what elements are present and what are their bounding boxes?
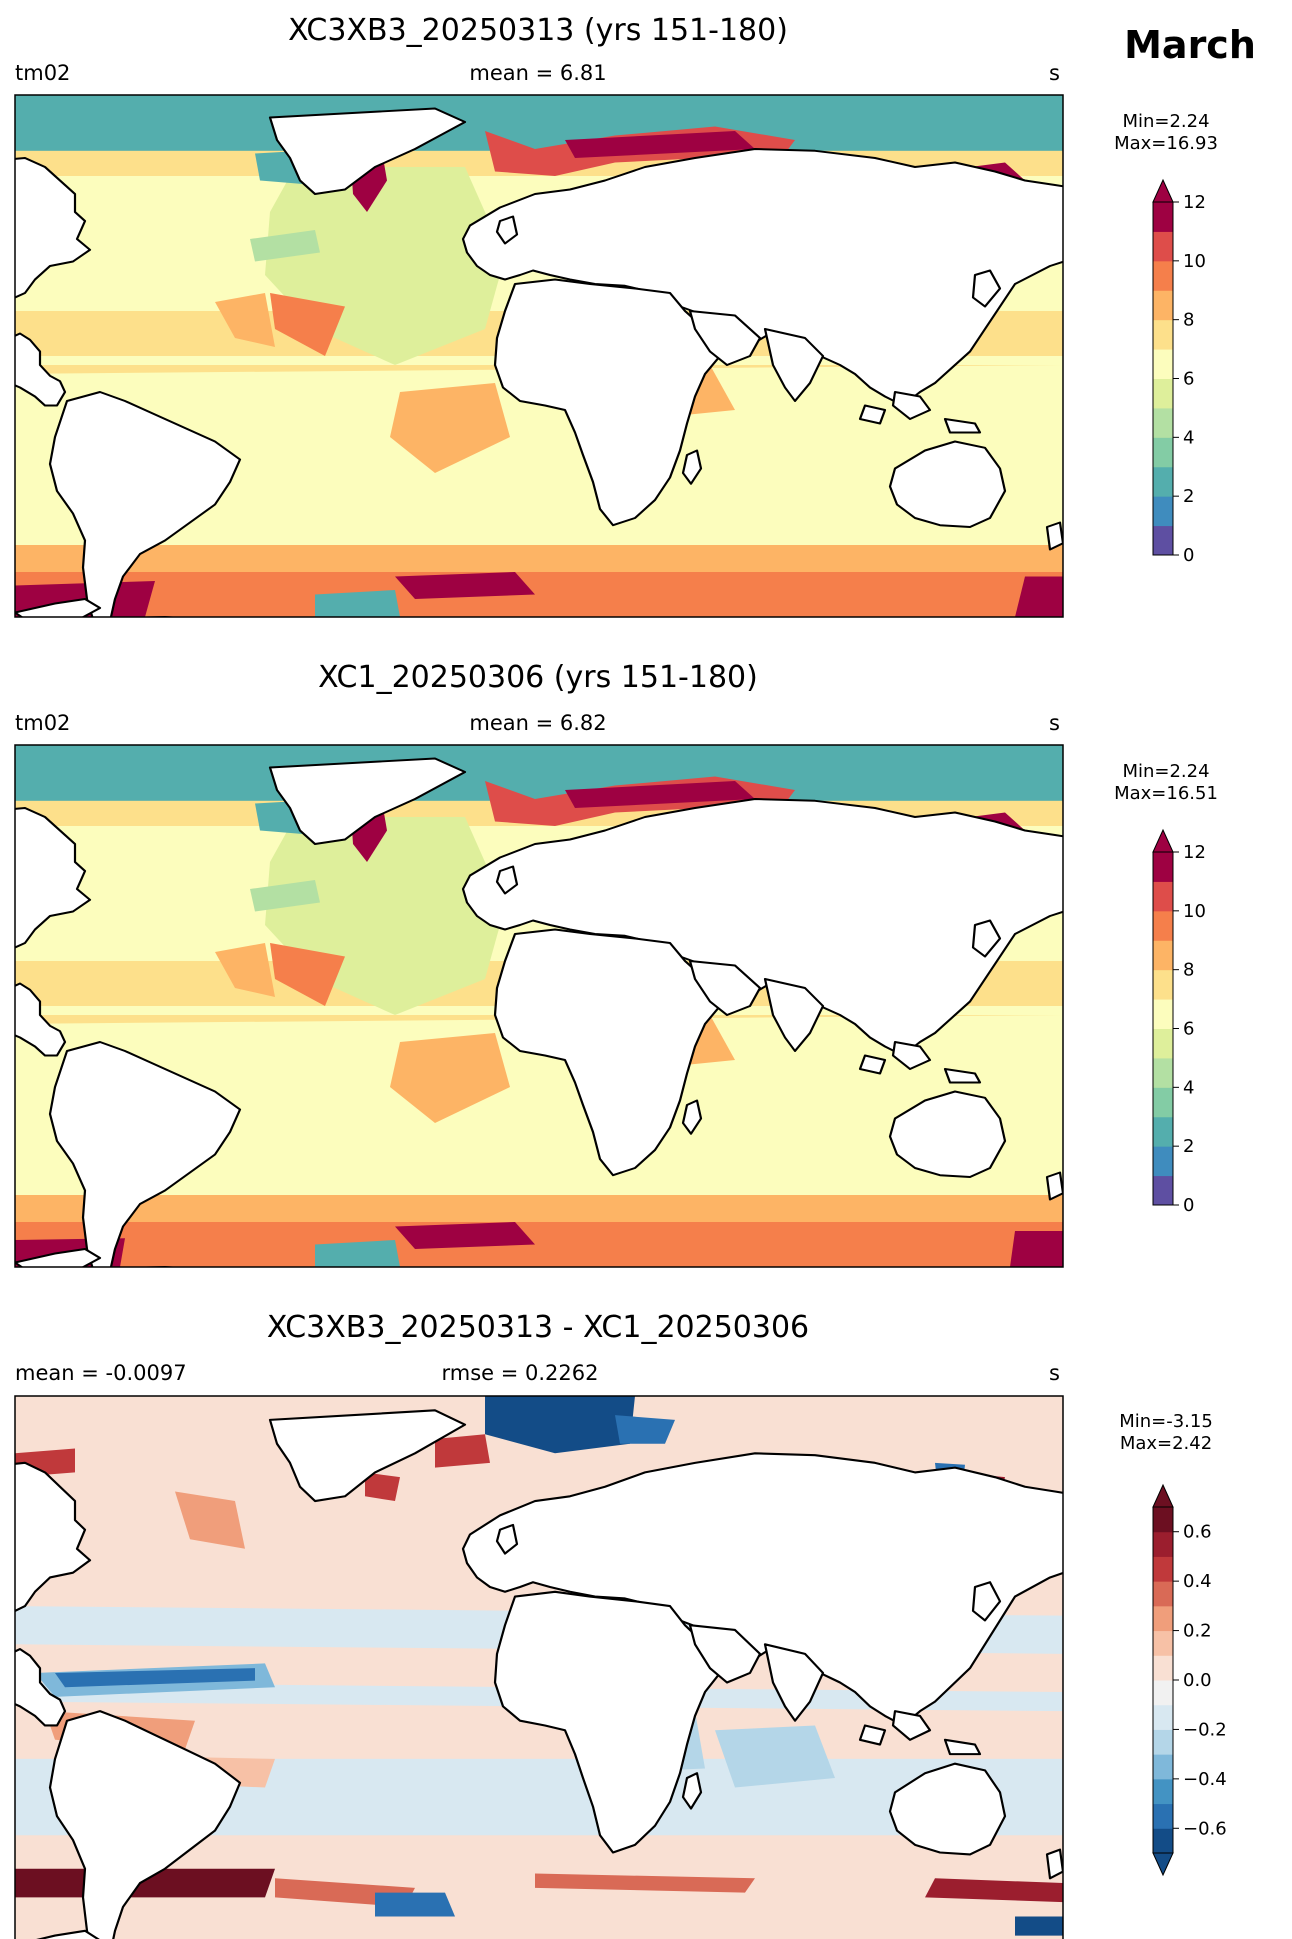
map-field — [15, 745, 1063, 1267]
colorbar-segment — [1153, 231, 1173, 262]
colorbar-segment — [1153, 1729, 1173, 1755]
map-1 — [15, 95, 1063, 617]
colorbar: 0 2 4 6 8 10 12 — [1152, 178, 1206, 566]
colorbar-segment — [1153, 1655, 1173, 1681]
colorbar-tick-label: 4 — [1183, 427, 1194, 448]
mean-label: mean = 6.81 — [469, 61, 606, 85]
colorbar-segment — [1153, 999, 1173, 1029]
map-frame — [14, 1395, 1064, 1939]
colorbar-extend-max — [1152, 178, 1174, 203]
colorbar-segment — [1153, 1175, 1173, 1206]
colorbar-tick-label: 8 — [1183, 960, 1194, 981]
units-label: s — [1049, 1361, 1060, 1385]
colorbar-tick-label: 6 — [1183, 1019, 1194, 1040]
colorbar-segment — [1153, 319, 1173, 350]
colorbar-tick-label: 0 — [1183, 1195, 1194, 1216]
colorbar-segment — [1153, 1828, 1173, 1854]
max-label: Max=2.42 — [1120, 1433, 1212, 1454]
rmse-label: rmse = 0.2262 — [441, 1361, 598, 1385]
colorbar-segment — [1153, 525, 1173, 556]
colorbar: 0 2 4 6 8 10 12 — [1152, 828, 1206, 1216]
colorbar-segment — [1153, 910, 1173, 941]
colorbar-segment — [1153, 1581, 1173, 1607]
variable-label: tm02 — [15, 61, 70, 85]
colorbar-segment — [1153, 437, 1173, 468]
colorbar-segment — [1153, 260, 1173, 291]
colorbar-segment — [1153, 881, 1173, 912]
colorbar-tick-label: −0.6 — [1183, 1818, 1227, 1839]
panel-2: XC1_20250306 (yrs 151-180) tm02 mean = 6… — [14, 660, 1218, 1268]
colorbar-segment — [1153, 1146, 1173, 1177]
colorbar-tick-label: 4 — [1183, 1077, 1194, 1098]
colorbar-segment — [1153, 1116, 1173, 1147]
colorbar: −0.6 −0.4 −0.2 0.0 0.2 0.4 0.6 — [1152, 1483, 1227, 1877]
colorbar-segment — [1153, 1754, 1173, 1780]
min-label: Min=2.24 — [1122, 761, 1209, 782]
panel-1: XC3XB3_20250313 (yrs 151-180) tm02 mean … — [14, 13, 1218, 618]
colorbar-tick-label: 10 — [1183, 901, 1206, 922]
min-label: Min=-3.15 — [1119, 1411, 1213, 1432]
colorbar-segment — [1153, 496, 1173, 527]
colorbar-segment — [1153, 1507, 1173, 1533]
colorbar-tick-label: 0 — [1183, 545, 1194, 566]
colorbar-segment — [1153, 466, 1173, 497]
mean-label: mean = 6.82 — [469, 711, 606, 735]
map-frame — [14, 744, 1064, 1268]
colorbar-segment — [1153, 1028, 1173, 1059]
colorbar-tick-label: −0.2 — [1183, 1719, 1227, 1740]
max-label: Max=16.93 — [1114, 133, 1218, 154]
colorbar-segment — [1153, 1803, 1173, 1829]
colorbar-segment — [1153, 940, 1173, 971]
colorbar-tick-label: 12 — [1183, 842, 1206, 863]
colorbar-segment — [1153, 202, 1173, 232]
colorbar-tick-label: −0.4 — [1183, 1769, 1227, 1790]
min-label: Min=2.24 — [1122, 111, 1209, 132]
colorbar-segment — [1153, 1778, 1173, 1805]
map-field — [15, 1396, 1063, 1939]
max-label: Max=16.51 — [1114, 783, 1218, 804]
colorbar-tick-label: 10 — [1183, 251, 1206, 272]
panel-3: XC3XB3_20250313 - XC1_20250306 mean = -0… — [14, 1310, 1227, 1939]
colorbar-tick-label: 6 — [1183, 369, 1194, 390]
variable-label: tm02 — [15, 711, 70, 735]
month-label: March — [1124, 23, 1256, 67]
colorbar-tick-label: 2 — [1183, 1136, 1194, 1157]
colorbar-tick-label: 8 — [1183, 310, 1194, 331]
mean-label: mean = -0.0097 — [15, 1361, 187, 1385]
colorbar-segment — [1153, 1680, 1173, 1706]
panel-title: XC3XB3_20250313 - XC1_20250306 — [267, 1310, 809, 1345]
colorbar-extend-max — [1152, 1483, 1174, 1508]
colorbar-segment — [1153, 1605, 1173, 1632]
colorbar-segment — [1153, 1531, 1173, 1557]
colorbar-segment — [1153, 1087, 1173, 1118]
colorbar-segment — [1153, 852, 1173, 882]
colorbar-segment — [1153, 1556, 1173, 1582]
colorbar-extend-max — [1152, 828, 1174, 853]
colorbar-tick-label: 0.0 — [1183, 1670, 1212, 1691]
map-3 — [15, 1396, 1063, 1939]
panel-title: XC1_20250306 (yrs 151-180) — [318, 660, 758, 695]
colorbar-segment — [1153, 349, 1173, 379]
units-label: s — [1049, 711, 1060, 735]
units-label: s — [1049, 61, 1060, 85]
map-frame — [14, 94, 1064, 618]
colorbar-segment — [1153, 1057, 1173, 1088]
colorbar-tick-label: 2 — [1183, 486, 1194, 507]
colorbar-tick-label: 0.6 — [1183, 1522, 1212, 1543]
colorbar-tick-label: 0.4 — [1183, 1571, 1212, 1592]
map-2 — [15, 745, 1063, 1267]
colorbar-segment — [1153, 1704, 1173, 1730]
colorbar-segment — [1153, 290, 1173, 321]
colorbar-segment — [1153, 1630, 1173, 1656]
colorbar-segment — [1153, 969, 1173, 1000]
map-field — [15, 95, 1063, 617]
panel-title: XC3XB3_20250313 (yrs 151-180) — [288, 13, 788, 48]
colorbar-tick-label: 0.2 — [1183, 1621, 1212, 1642]
colorbar-segment — [1153, 378, 1173, 409]
colorbar-tick-label: 12 — [1183, 192, 1206, 213]
colorbar-extend-min — [1152, 1852, 1174, 1877]
colorbar-segment — [1153, 407, 1173, 438]
